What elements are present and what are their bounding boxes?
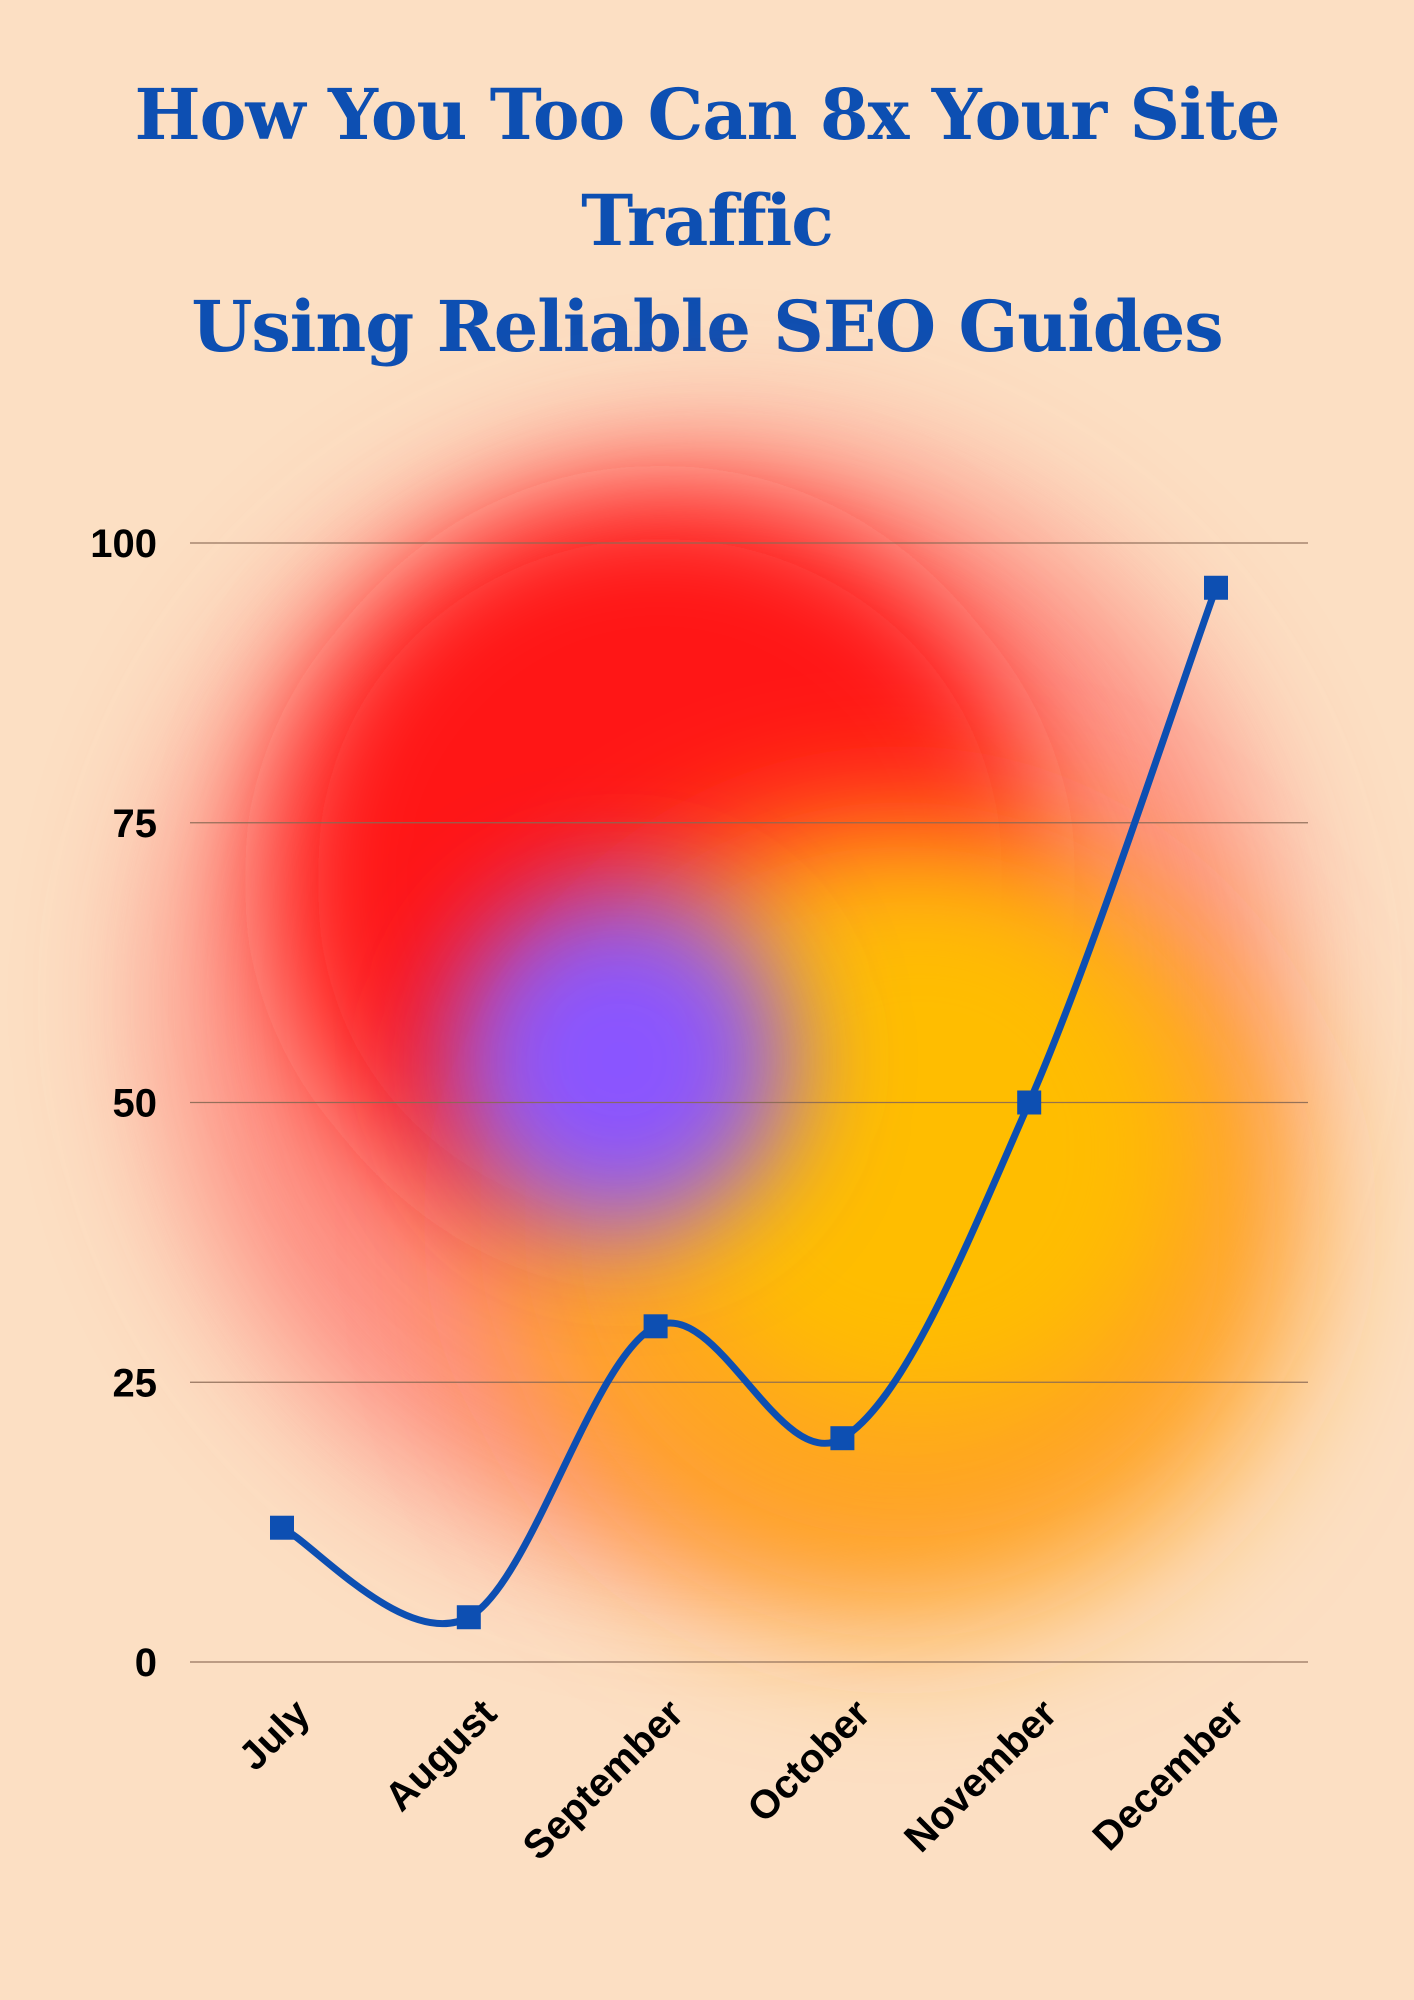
chart-title-line-2: Using Reliable SEO Guides [191, 285, 1223, 368]
x-tick-label-august: August [377, 1691, 506, 1820]
y-tick-label-75: 75 [113, 802, 158, 846]
data-point-december [1204, 575, 1228, 600]
x-tick-label-october: October [739, 1691, 879, 1831]
y-tick-label-0: 0 [135, 1641, 157, 1685]
chart-title-line-1: How You Too Can 8x Your Site Traffic [134, 73, 1281, 262]
y-tick-label-25: 25 [113, 1361, 158, 1405]
x-tick-label-november: November [896, 1691, 1065, 1860]
backdrop-yellow-core [660, 890, 1180, 1410]
gridlines [190, 542, 1308, 1663]
data-point-july [270, 1515, 294, 1540]
x-tick-label-december: December [1084, 1691, 1252, 1859]
data-point-september [643, 1314, 668, 1339]
y-axis-tick-labels: 0 25 50 75 100 [90, 522, 157, 1685]
data-point-august [456, 1605, 481, 1630]
x-axis-tick-labels: July August September October November Decemb… [231, 1691, 1253, 1869]
backdrop-purple-core [450, 890, 790, 1230]
series-markers [270, 575, 1228, 1630]
x-tick-label-september: September [515, 1691, 692, 1868]
y-tick-label-100: 100 [90, 522, 157, 566]
data-point-october [830, 1426, 855, 1451]
y-tick-label-50: 50 [113, 1082, 158, 1126]
chart-title: How You Too Can 8x Your Site Traffic Usi… [0, 62, 1414, 380]
data-point-november [1017, 1090, 1042, 1115]
gradient-backdrop [160, 440, 1300, 1620]
x-tick-label-july: July [231, 1691, 319, 1779]
